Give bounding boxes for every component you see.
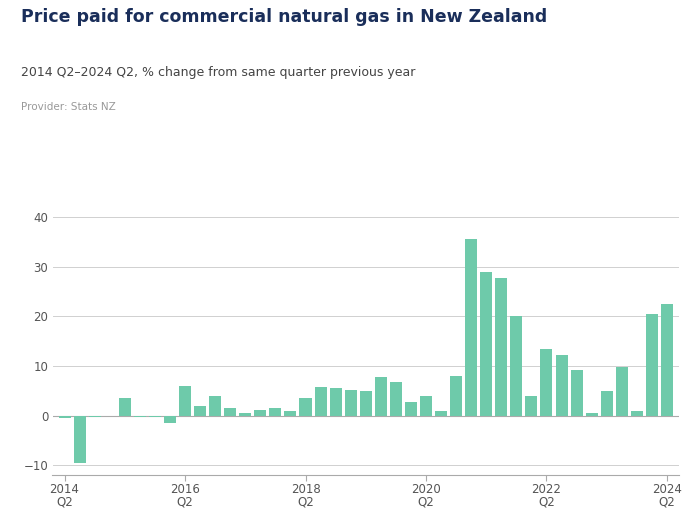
Bar xyxy=(330,388,342,416)
Bar xyxy=(510,316,522,416)
Bar xyxy=(390,382,402,416)
Text: 2014 Q2–2024 Q2, % change from same quarter previous year: 2014 Q2–2024 Q2, % change from same quar… xyxy=(21,66,415,79)
Bar xyxy=(616,367,628,416)
Bar xyxy=(496,278,508,416)
Bar xyxy=(179,386,191,416)
Bar xyxy=(646,314,658,416)
Bar xyxy=(570,370,582,416)
Bar xyxy=(540,349,552,416)
Bar xyxy=(89,416,101,417)
Bar xyxy=(270,408,281,416)
Bar xyxy=(435,411,447,416)
Bar xyxy=(661,304,673,416)
Bar xyxy=(556,355,568,416)
Bar xyxy=(344,390,357,416)
Text: figure.nz: figure.nz xyxy=(567,23,648,39)
Bar xyxy=(194,406,206,416)
Bar xyxy=(74,416,85,463)
Bar xyxy=(254,410,267,416)
Bar xyxy=(59,416,71,418)
Text: Provider: Stats NZ: Provider: Stats NZ xyxy=(21,102,116,112)
Bar xyxy=(526,396,538,416)
Bar xyxy=(586,413,598,416)
Bar xyxy=(360,391,372,416)
Bar xyxy=(420,396,432,416)
Bar xyxy=(209,396,221,416)
Bar xyxy=(239,413,251,416)
Bar xyxy=(631,411,643,416)
Bar xyxy=(164,416,176,423)
Bar xyxy=(374,377,387,416)
Bar xyxy=(450,376,462,416)
Bar xyxy=(405,402,417,416)
Bar xyxy=(284,411,297,416)
Text: Price paid for commercial natural gas in New Zealand: Price paid for commercial natural gas in… xyxy=(21,8,547,26)
Bar xyxy=(314,387,327,416)
Bar xyxy=(119,398,131,416)
Bar xyxy=(480,271,492,416)
Bar xyxy=(300,398,312,416)
Bar xyxy=(224,408,236,416)
Bar xyxy=(601,391,612,416)
Bar xyxy=(465,239,477,416)
